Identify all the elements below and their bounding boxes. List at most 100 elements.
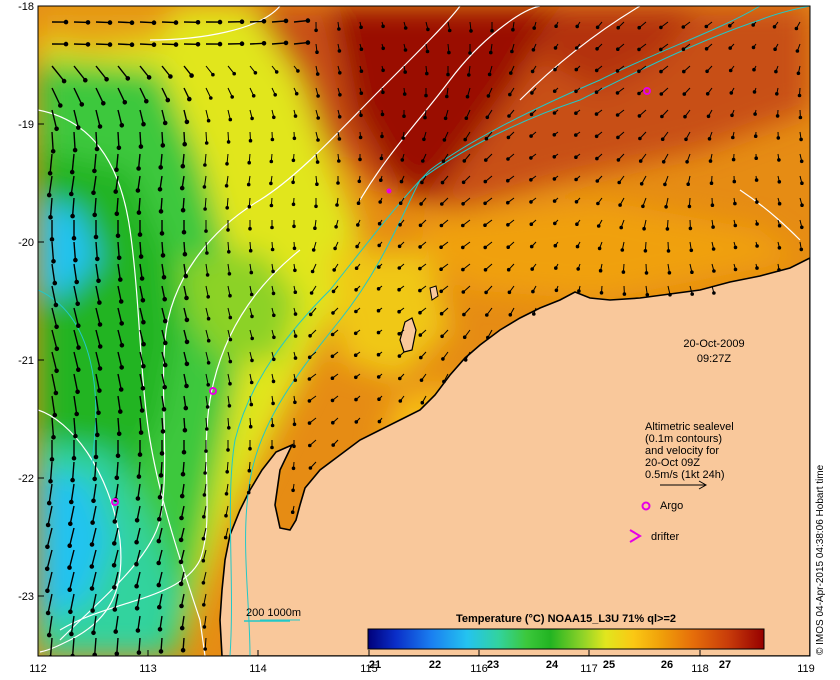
velocity-arrow-head [637,25,642,30]
velocity-arrow-head [114,475,120,481]
velocity-arrow-head [135,188,141,193]
lon-label: 115 [360,663,378,675]
velocity-arrow-head [69,169,75,175]
velocity-arrow-head [239,19,245,25]
velocity-arrow [70,483,75,503]
velocity-arrow-head [484,290,488,295]
velocity-arrow-head [134,561,139,567]
velocity-arrow-head [359,47,364,52]
velocity-arrow [91,505,97,523]
colorbar-tick: 26 [661,659,673,671]
velocity-arrow-head [399,179,404,184]
argo-float-marker[interactable] [111,498,119,506]
velocity-arrow-head [397,266,402,270]
velocity-arrow-head [642,226,646,231]
velocity-arrow-head [162,362,168,368]
velocity-arrow-head [308,334,312,338]
velocity-arrow-head [684,137,688,142]
velocity-arrow-head [705,92,710,96]
velocity-arrow-head [44,566,50,572]
velocity-arrow-head [182,427,188,433]
velocity-arrow-head [50,149,56,154]
velocity-arrow-head [774,69,778,74]
velocity-arrow-head [776,136,781,140]
velocity-arrow-head [336,181,340,185]
velocity-arrow-head [283,40,289,46]
velocity-arrow [205,373,209,385]
velocity-arrow-head [73,433,78,439]
velocity-arrow [139,417,142,433]
velocity-arrow [73,373,79,392]
velocity-arrow-head [403,26,408,30]
velocity-arrow-head [54,368,59,374]
velocity-arrow-head [711,247,716,251]
velocity-arrow-head [777,223,782,228]
velocity-arrow-head [354,420,359,424]
velocity-arrow [113,571,119,588]
velocity-arrow-head [705,69,709,74]
velocity-arrow-head [483,245,488,250]
velocity-arrow-head [227,272,232,276]
velocity-arrow [203,615,207,627]
velocity-arrow-head [777,246,782,250]
velocity-arrow [115,615,119,632]
velocity-arrow-head [398,223,402,227]
velocity-arrow [139,21,155,24]
velocity-arrow [117,43,133,46]
velocity-arrow-head [594,134,599,139]
velocity-arrow-head [575,222,579,226]
velocity-arrow-head [184,339,190,345]
velocity-arrow-head [104,77,109,82]
velocity-arrow-head [664,205,668,209]
velocity-arrow [135,527,141,543]
velocity-arrow-head [681,25,686,29]
velocity-arrow-head [291,466,296,471]
velocity-arrow-head [403,70,408,74]
velocity-arrow-head [271,401,275,406]
velocity-arrow [49,461,53,482]
velocity-arrow-head [638,159,643,163]
argo-float-marker[interactable] [209,387,217,395]
velocity-arrow [46,549,53,569]
velocity-arrow-head [161,275,167,280]
velocity-arrow-head [305,18,311,23]
velocity-arrow-head [800,203,804,207]
velocity-arrow-head [616,158,621,162]
velocity-arrow-head [358,135,363,140]
argo-float-marker[interactable] [643,87,651,95]
velocity-arrow-head [440,202,444,206]
velocity-arrow-head [95,256,100,262]
velocity-arrow-head [686,182,691,186]
velocity-arrow-head [574,46,579,50]
velocity-arrow-head [486,335,490,340]
velocity-arrow-head [315,182,319,186]
velocity-arrow-head [206,361,211,365]
colorbar-strip [367,628,765,650]
velocity-arrow-head [63,19,69,25]
velocity-arrow-head [112,585,117,590]
velocity-arrow-head [620,248,625,252]
velocity-arrow [48,175,53,196]
velocity-arrow-head [425,71,429,76]
velocity-arrow [71,197,75,217]
velocity-arrow [205,351,210,363]
velocity-arrow-head [70,213,75,219]
velocity-arrow-head [162,296,167,302]
velocity-arrow [135,549,141,565]
velocity-arrow-head [76,345,81,350]
velocity-arrow-head [464,116,469,120]
velocity-arrow [115,483,119,500]
velocity-arrow-head [506,267,511,272]
island-barrow [399,317,417,353]
velocity-arrow [202,549,207,561]
velocity-arrow-head [483,179,488,184]
drifter-marker[interactable] [386,188,392,194]
velocity-arrow-head [574,200,579,204]
velocity-arrow-head [554,24,558,29]
velocity-arrow-head [46,500,52,506]
velocity-arrow-head [89,542,95,547]
velocity-arrow-head [682,92,687,96]
velocity-arrow-head [227,250,231,254]
velocity-arrow-head [122,100,128,105]
velocity-arrow-head [129,20,135,26]
